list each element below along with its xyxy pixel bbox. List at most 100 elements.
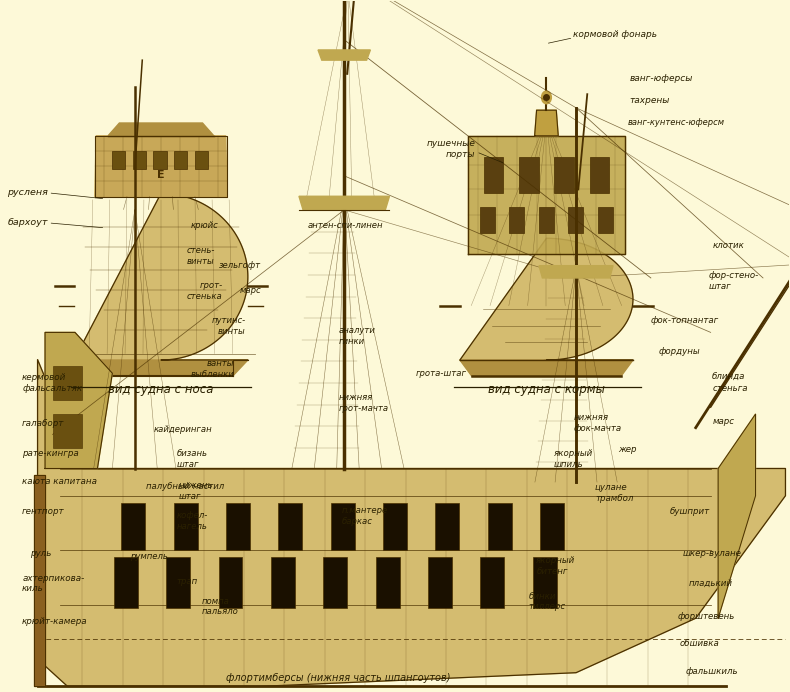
Polygon shape	[468, 136, 625, 255]
Text: нижняя
фок-мачта: нижняя фок-мачта	[574, 413, 622, 432]
Text: жер: жер	[618, 444, 637, 453]
Text: бинки
тиллерс: бинки тиллерс	[529, 592, 566, 611]
Text: антен-спи-линен: антен-спи-линен	[307, 221, 383, 230]
Text: кофел-
нагель: кофел- нагель	[176, 511, 208, 531]
Text: тахрены: тахрены	[630, 96, 670, 105]
Text: бушприт: бушприт	[670, 507, 710, 516]
Bar	[540, 502, 564, 550]
Bar	[166, 557, 190, 608]
Text: русленя: русленя	[7, 188, 47, 197]
Text: кайдеринган: кайдеринган	[153, 425, 212, 434]
Polygon shape	[74, 194, 248, 360]
Bar	[435, 502, 459, 550]
Text: якорный
битенг: якорный битенг	[536, 556, 576, 576]
Polygon shape	[539, 266, 613, 278]
Polygon shape	[34, 475, 45, 686]
Text: вид судна с кормы: вид судна с кормы	[488, 383, 605, 396]
Text: пушечные
порты: пушечные порты	[427, 139, 476, 158]
Text: галаборт: галаборт	[22, 419, 65, 428]
Bar	[174, 502, 198, 550]
Bar	[532, 557, 557, 608]
Text: фальшкиль: фальшкиль	[685, 667, 738, 676]
Bar	[480, 557, 504, 608]
Text: румпель: румпель	[130, 552, 168, 561]
Bar	[375, 557, 400, 608]
Polygon shape	[38, 360, 785, 686]
Text: рате-кингра: рате-кингра	[22, 448, 79, 457]
Polygon shape	[535, 110, 559, 136]
Text: фор-стено-
штаг: фор-стено- штаг	[709, 271, 758, 291]
Bar	[331, 502, 355, 550]
Bar	[195, 151, 208, 170]
Text: цулане
трамбол: цулане трамбол	[595, 484, 634, 503]
Text: грот-
стенька: грот- стенька	[187, 281, 223, 300]
Bar	[226, 502, 250, 550]
Text: клотик: клотик	[713, 242, 744, 251]
Bar	[487, 502, 512, 550]
Bar	[539, 207, 554, 233]
Bar	[480, 207, 495, 233]
Text: кермовой
фальсальтяк: кермовой фальсальтяк	[22, 373, 82, 393]
Text: блинда
стеньга: блинда стеньга	[713, 373, 747, 393]
Bar	[53, 367, 82, 401]
Text: форштевень: форштевень	[678, 612, 735, 621]
Text: каюта капитана: каюта капитана	[22, 477, 97, 486]
Text: флортимберсы (нижняя часть шпангоутов): флортимберсы (нижняя часть шпангоутов)	[226, 673, 450, 683]
Text: стень-
винты: стень- винты	[186, 246, 215, 266]
Text: руль: руль	[30, 549, 51, 558]
Text: грота-штаг: грота-штаг	[416, 369, 466, 378]
Bar	[323, 557, 347, 608]
Text: аналути
гинки: аналути гинки	[338, 327, 375, 346]
Bar	[122, 502, 145, 550]
Text: ванг-юферсы: ванг-юферсы	[630, 74, 693, 83]
Bar	[133, 151, 146, 170]
Text: ахтерпикова-
киль: ахтерпикова- киль	[22, 574, 85, 593]
Text: палубный настил: палубный настил	[145, 482, 224, 491]
Polygon shape	[718, 414, 755, 618]
Bar	[428, 557, 452, 608]
Bar	[112, 151, 125, 170]
Polygon shape	[318, 50, 371, 60]
Text: крюйт-камера: крюйт-камера	[22, 617, 88, 626]
Bar	[569, 207, 583, 233]
Bar	[589, 157, 609, 192]
Text: пладький: пладький	[689, 579, 733, 588]
Circle shape	[541, 91, 551, 104]
Bar	[271, 557, 295, 608]
Text: гентпорт: гентпорт	[22, 507, 65, 516]
Text: кормовой фонарь: кормовой фонарь	[574, 30, 657, 39]
Text: зельгофт: зельгофт	[219, 262, 261, 271]
Polygon shape	[460, 238, 633, 360]
Polygon shape	[299, 197, 389, 210]
Bar	[383, 502, 407, 550]
Text: трап: трап	[176, 576, 198, 585]
Text: фок-топнантаг: фок-топнантаг	[650, 316, 719, 325]
Bar	[278, 502, 303, 550]
Text: марс: марс	[713, 417, 734, 426]
Text: E: E	[157, 170, 165, 181]
Polygon shape	[460, 360, 633, 376]
Text: шкер-вулане: шкер-вулане	[683, 549, 742, 558]
Text: якорный
шпиль: якорный шпиль	[554, 449, 593, 468]
Text: крюйс: крюйс	[191, 221, 219, 230]
Bar	[53, 414, 82, 448]
Bar	[519, 157, 539, 192]
Polygon shape	[45, 332, 112, 468]
Bar	[114, 557, 137, 608]
Polygon shape	[74, 360, 248, 376]
Polygon shape	[108, 123, 214, 136]
Text: помпа
пальяло: помпа пальяло	[201, 597, 239, 616]
Bar	[483, 157, 503, 192]
Text: п.мантере
баркас: п.мантере баркас	[342, 507, 389, 526]
Polygon shape	[95, 136, 227, 197]
Bar	[598, 207, 613, 233]
Text: вид судна с носа: вид судна с носа	[108, 383, 213, 396]
Text: путинс-
винты: путинс- винты	[212, 316, 246, 336]
Bar	[174, 151, 187, 170]
Bar	[555, 157, 574, 192]
Text: нижняя
грот-мачта: нижняя грот-мачта	[338, 393, 389, 412]
Text: бизань
штаг: бизань штаг	[176, 449, 207, 468]
Bar	[219, 557, 243, 608]
Text: обшивка: обшивка	[680, 639, 720, 648]
Text: ванты
выбленки: ванты выбленки	[190, 359, 234, 379]
